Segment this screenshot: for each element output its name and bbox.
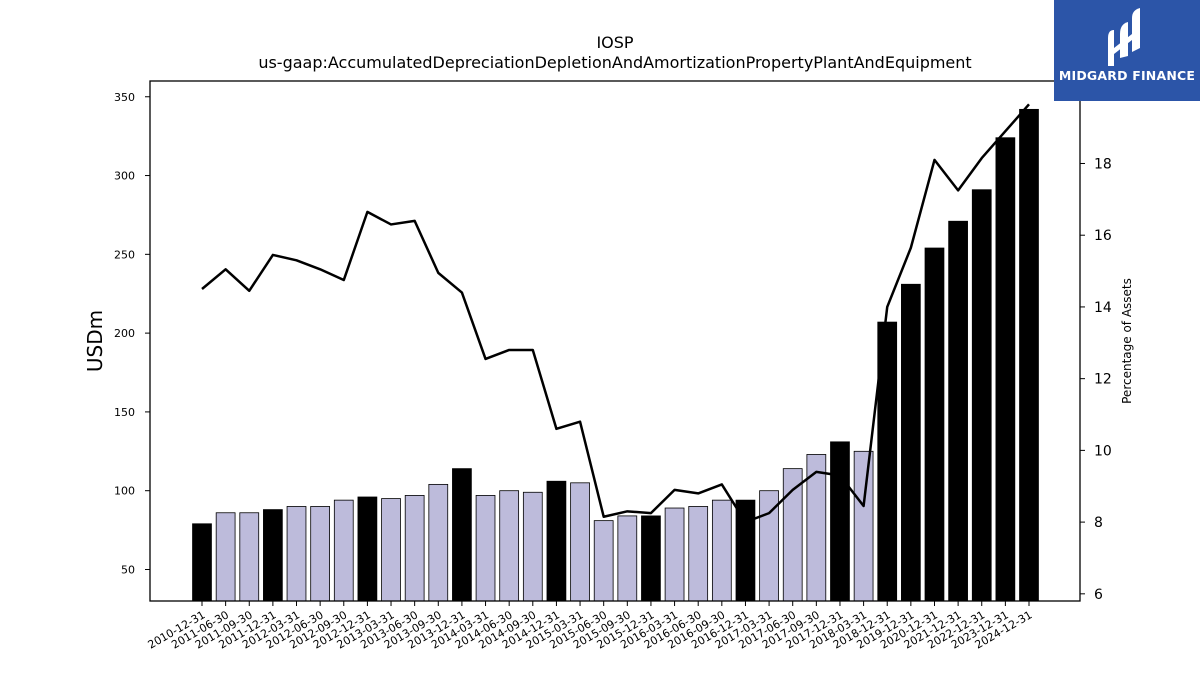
y2-axis-ticks: 6 8 10 12 14 16 18: [1080, 156, 1112, 603]
bar: [971, 189, 992, 602]
logo-mark-icon: [1108, 8, 1140, 66]
bar: [381, 498, 401, 602]
y2-tick-label: 18: [1094, 156, 1112, 172]
plot-frame: [149, 80, 1081, 602]
chart-title: IOSP: [596, 33, 633, 52]
y2-tick-label: 10: [1094, 443, 1112, 459]
bar: [404, 495, 425, 602]
bar: [995, 137, 1016, 602]
bar: [735, 499, 756, 602]
bar: [924, 247, 945, 602]
logo-text: MIDGARD FINANCE: [1058, 68, 1196, 83]
y2-tick-label: 14: [1094, 300, 1112, 316]
bar: [617, 515, 638, 602]
brand-logo: MIDGARD FINANCE: [1054, 0, 1200, 101]
bar: [830, 441, 850, 602]
bar: [192, 523, 212, 602]
y-tick-label: 150: [114, 406, 135, 419]
bar: [853, 450, 874, 602]
y-axis-label: USDm: [83, 310, 107, 372]
bar: [499, 490, 520, 602]
bar: [428, 483, 449, 602]
bar: [570, 482, 590, 602]
bars-layer: [192, 108, 1039, 602]
y2-tick-label: 6: [1094, 587, 1103, 603]
y2-tick-label: 12: [1094, 372, 1112, 388]
bar: [1019, 108, 1039, 602]
series-line: [201, 103, 1030, 524]
bar: [357, 496, 378, 602]
y2-tick-label: 8: [1094, 515, 1103, 531]
y-tick-label: 50: [121, 563, 135, 576]
bar: [641, 515, 661, 602]
bar: [711, 499, 732, 602]
bar: [546, 480, 567, 602]
y-tick-label: 300: [114, 170, 135, 183]
y-tick-label: 250: [114, 248, 135, 261]
bar: [522, 491, 543, 602]
bar: [286, 506, 307, 602]
bar: [948, 220, 968, 602]
y2-tick-label: 16: [1094, 228, 1112, 244]
bar: [475, 495, 496, 602]
y-axis-ticks: 50 100 150 200 250 300 350: [114, 91, 150, 576]
y-tick-label: 350: [114, 91, 135, 104]
bar: [310, 506, 330, 602]
bar: [452, 468, 472, 602]
y2-axis-label: Percentage of Assets: [1120, 278, 1134, 404]
line-layer: [201, 103, 1030, 524]
x-axis-ticks: 2010-12-312011-06-302011-09-302011-12-31…: [146, 601, 1035, 652]
bar: [263, 509, 283, 602]
chart-subtitle: us-gaap:AccumulatedDepreciationDepletion…: [258, 53, 971, 72]
bar: [239, 512, 260, 602]
y-tick-label: 200: [114, 327, 135, 340]
bar: [215, 512, 236, 602]
bar: [901, 283, 921, 602]
bar: [688, 506, 709, 602]
bar: [593, 520, 614, 602]
bar: [333, 499, 354, 602]
y-tick-label: 100: [114, 485, 135, 498]
bar: [664, 507, 685, 602]
